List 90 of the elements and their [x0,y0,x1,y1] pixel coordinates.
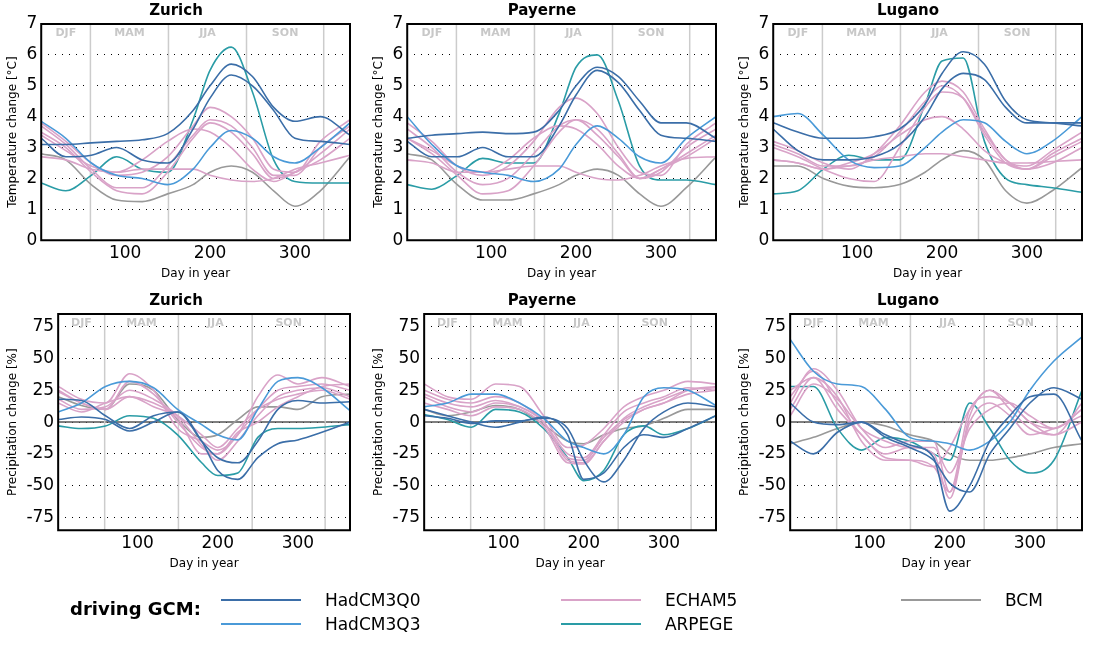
x-tick-label: 300 [278,241,312,262]
x-axis-title: Day in year [161,265,231,280]
y-tick-label: 25 [398,378,421,399]
x-axis-title: Day in year [169,555,239,570]
y-tick-label: -50 [392,474,421,495]
y-tick-label: 1 [392,197,404,218]
chart-title: Payerne [507,0,577,19]
y-tick-label: 5 [26,74,38,95]
x-tick-label: 100 [853,531,886,552]
y-tick-label: 5 [392,74,404,95]
y-tick-label: 50 [764,346,787,367]
y-axis-title: Precipitation change [%] [371,348,386,496]
x-axis-title: Day in year [893,265,963,280]
y-tick-label: 0 [758,228,770,249]
x-tick-label: 100 [474,241,508,262]
y-tick-label: 3 [26,135,38,156]
y-tick-label: 0 [775,410,787,431]
chart-title: Payerne [507,290,577,309]
legend-label: BCM [1004,590,1043,610]
y-tick-label: -25 [26,442,55,463]
y-tick-label: 50 [398,346,421,367]
y-tick-label: 7 [392,12,404,33]
y-tick-label: 4 [758,105,770,126]
x-tick-label: 100 [121,531,154,552]
x-axis-title: Day in year [901,555,971,570]
y-tick-label: 75 [764,315,787,336]
x-tick-label: 200 [567,531,600,552]
x-tick-label: 200 [925,241,959,262]
y-tick-label: -50 [26,474,55,495]
x-tick-label: 100 [108,241,142,262]
y-tick-label: 7 [26,12,38,33]
y-tick-label: 1 [26,197,38,218]
y-tick-label: 75 [32,315,55,336]
y-tick-label: 50 [32,346,55,367]
y-tick-label: 25 [764,378,787,399]
legend-label: ECHAM5 [664,590,738,610]
y-tick-label: 0 [26,228,38,249]
chart-title: Zurich [149,0,203,19]
x-tick-label: 200 [193,241,227,262]
x-tick-label: 200 [933,531,966,552]
x-tick-label: 300 [644,241,678,262]
chart-title: Zurich [149,290,203,309]
x-axis-title: Day in year [535,555,605,570]
y-tick-label: 2 [26,166,38,187]
y-tick-label: 0 [392,228,404,249]
legend-label: ARPEGE [664,614,734,634]
x-tick-label: 100 [840,241,874,262]
y-tick-label: 75 [398,315,421,336]
y-tick-label: -50 [758,474,787,495]
y-tick-label: 6 [26,43,38,64]
x-tick-label: 100 [487,531,520,552]
y-axis-title: Precipitation change [%] [5,348,20,496]
x-tick-label: 300 [1013,531,1047,552]
y-tick-label: 4 [26,105,38,126]
legend-label: HadCM3Q0 [324,590,421,610]
y-tick-label: 0 [43,410,55,431]
y-tick-label: 25 [32,378,55,399]
y-tick-label: -25 [758,442,787,463]
chart-title: Lugano [876,0,940,19]
legend-label: HadCM3Q3 [324,614,421,634]
chart-title: Lugano [876,290,940,309]
y-axis-title: Precipitation change [%] [737,348,752,496]
y-tick-label: -75 [26,505,55,526]
x-tick-label: 200 [201,531,234,552]
y-tick-label: 2 [392,166,404,187]
y-tick-label: -75 [758,505,787,526]
annotation: JJA [937,316,957,330]
x-tick-label: 300 [1010,241,1044,262]
y-tick-label: 2 [758,166,770,187]
y-tick-label: 4 [392,105,404,126]
annotation: JJA [571,316,591,330]
y-tick-label: 0 [409,410,421,431]
y-tick-label: 1 [758,197,770,218]
y-tick-label: 3 [758,135,770,156]
x-tick-label: 200 [559,241,593,262]
y-axis-title: Temperature change [°C] [5,56,20,209]
annotation: JJA [205,316,225,330]
y-tick-label: -75 [392,505,421,526]
y-tick-label: 3 [392,135,404,156]
x-axis-title: Day in year [527,265,597,280]
y-tick-label: 5 [758,74,770,95]
y-tick-label: -25 [392,442,421,463]
y-axis-title: Temperature change [°C] [371,56,386,209]
y-axis-title: Temperature change [°C] [737,56,752,209]
legend-title: driving GCM: [69,598,201,619]
x-tick-label: 300 [647,531,681,552]
y-tick-label: 6 [758,43,770,64]
x-tick-label: 300 [281,531,315,552]
y-tick-label: 6 [392,43,404,64]
y-tick-label: 7 [758,12,770,33]
